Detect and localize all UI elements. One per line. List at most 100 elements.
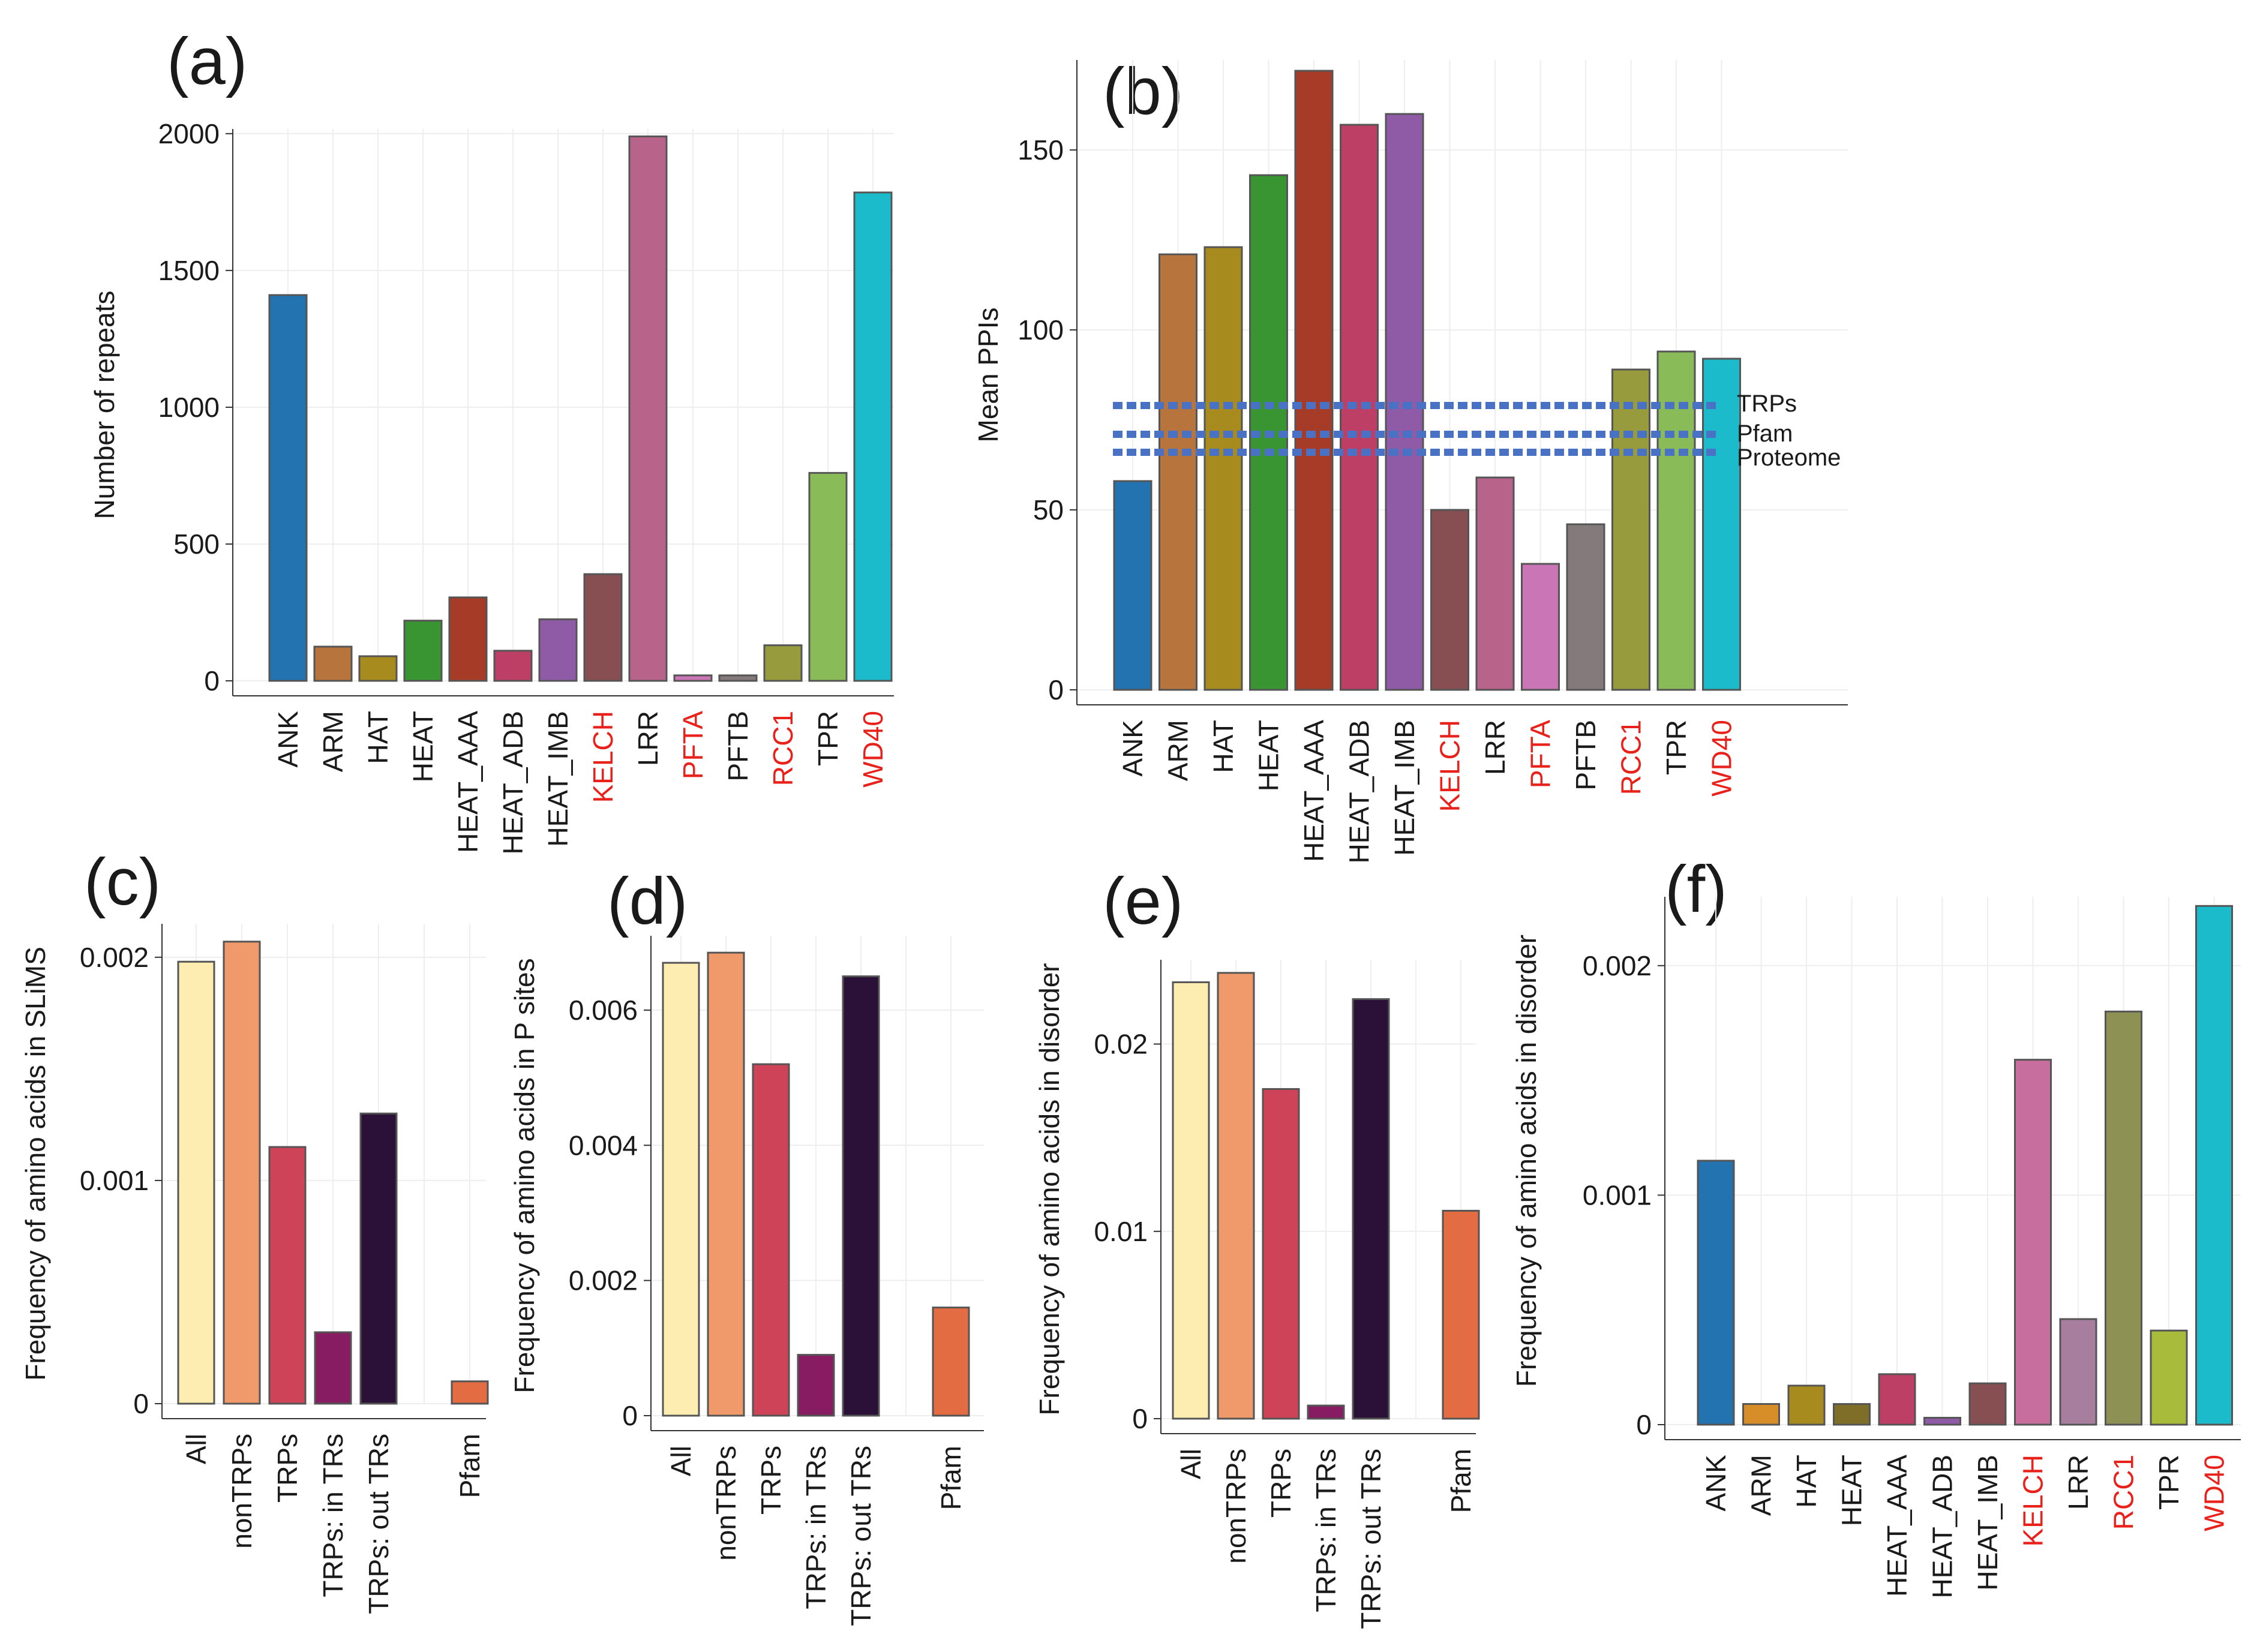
panel-a-bar-heat-imb (538, 618, 578, 682)
panel-a-x-tick-label: ANK (272, 711, 304, 768)
panel-f-x-tick-label: LRR (2063, 1455, 2094, 1510)
panel-c-x-tick-label: TRPs: in TRs (317, 1434, 349, 1597)
panel-c-bar-trps-out-trs (359, 1112, 398, 1405)
panel-f-plot: 0 0.001 0.002 Frequency of amino acids in d… (1511, 897, 2241, 1598)
panel-b-bar-hat (1203, 246, 1243, 691)
panel-a-x-tick-label: HEAT_ADB (497, 711, 529, 854)
panel-f-bar-kelch (2014, 1059, 2052, 1426)
panel-d-y-tick-label: 0.002 (569, 1265, 638, 1296)
panel-a-y-tick-label: 2000 (158, 118, 220, 149)
panel-b-reference-label-trps: TRPs (1737, 391, 1797, 417)
panel-a-x-tick-label: PFTB (722, 711, 754, 782)
panel-a-y-axis-label: Number of repeats (89, 291, 120, 519)
panel-b-bar-kelch (1430, 509, 1469, 691)
panel-f-x-tick-label: RCC1 (2108, 1455, 2139, 1530)
panel-b-x-tick-label: ANK (1117, 720, 1148, 777)
panel-b-bar-wd40 (1702, 358, 1741, 691)
panel-f-label: (f) (1665, 852, 1727, 926)
panel-d-bar-trps (752, 1063, 790, 1417)
panel-b-y-axis-label: Mean PPIs (973, 308, 1004, 443)
panel-b-bar-heat-adb (1340, 124, 1379, 691)
panel-a-bar-ank (268, 294, 308, 682)
panel-b-bar-arm (1158, 253, 1197, 691)
panel-d-y-tick-label: 0.006 (569, 995, 638, 1026)
panel-e-label: (e) (1103, 864, 1183, 938)
panel-a-x-tick-label: KELCH (587, 711, 619, 803)
panel-c-x-tick-label: All (181, 1434, 212, 1464)
panel-c-x-tick-label: TRPs (272, 1434, 303, 1503)
panel-b-bar-ank (1113, 480, 1152, 691)
panel-d-x-tick-label: nonTRPs (710, 1446, 742, 1561)
panel-a-bar-kelch (583, 573, 623, 682)
panel-d-x-tick-label: TRPs: out TRs (845, 1446, 877, 1626)
panel-c-y-tick-label: 0.002 (80, 942, 149, 973)
panel-e-x-tick-label: nonTRPs (1220, 1449, 1251, 1564)
panel-a-x-tick-label: LRR (632, 711, 664, 766)
panel-b-x-tick-label: LRR (1479, 720, 1511, 775)
panel-d-bar-trps-in-trs (797, 1354, 835, 1417)
panel-e-bar-nontrps (1217, 972, 1255, 1420)
panel-e-bar-trps-out-trs (1352, 998, 1390, 1420)
panel-b-bar-pftb (1566, 523, 1605, 691)
panel-f-x-tick-label: KELCH (2018, 1455, 2049, 1546)
panel-f-y-tick-label: 0.001 (1583, 1179, 1652, 1211)
panel-b-reference-label-pfam: Pfam (1737, 420, 1793, 447)
panel-b-x-tick-label: PFTB (1570, 720, 1601, 791)
panel-e-y-axis-label: Frequency of amino acids in disorder (1034, 963, 1065, 1415)
panel-b-bar-rcc1 (1611, 368, 1650, 691)
panel-b-plot: 0 50 100 150 Mean PPIs ANK ARM HAT HEAT HEAT_AAA H… (973, 60, 1848, 863)
panel-b-x-tick-label: HAT (1208, 720, 1239, 773)
panel-d-y-tick-label: 0 (622, 1400, 638, 1431)
panel-f-x-tick-label: ANK (1700, 1455, 1731, 1512)
panel-a-bar-rcc1 (763, 644, 803, 682)
panel-f-y-axis-label: Frequency of amino acids in disorder (1511, 935, 1542, 1387)
panel-d-bar-pfam (932, 1306, 970, 1417)
panel-a-x-tick-label: RCC1 (767, 711, 799, 786)
panel-e-bar-trps (1262, 1088, 1300, 1420)
panel-e-x-tick-label: TRPs: in TRs (1310, 1449, 1341, 1612)
panel-b-x-tick-label: PFTA (1525, 720, 1556, 788)
panel-b-x-tick-label: HEAT_ADB (1344, 720, 1375, 863)
panel-a-x-tick-label: HEAT_AAA (452, 711, 484, 853)
panel-f-x-tick-label: TPR (2153, 1455, 2184, 1510)
panel-e-x-tick-label: Pfam (1445, 1449, 1476, 1513)
panel-d-x-tick-label: TRPs (755, 1446, 787, 1515)
panel-f-x-tick-label: HEAT_IMB (1972, 1455, 2003, 1591)
panel-c-y-axis-label: Frequency of amino acids in SLiMS (20, 947, 51, 1381)
panel-f-x-tick-label: HEAT_ADB (1927, 1455, 1958, 1598)
panel-d-x-tick-label: All (665, 1446, 697, 1476)
panel-f-x-tick-label: HEAT (1836, 1455, 1868, 1526)
panel-a-plot: 0 500 1000 1500 2000 Number of repeats ANK ARM H… (89, 118, 894, 854)
panel-a-bar-wd40 (853, 191, 893, 682)
panel-a-y-tick-label: 1500 (158, 255, 220, 286)
panel-a-bar-heat-adb (493, 650, 533, 682)
panel-c-x-tick-label: nonTRPs (226, 1434, 257, 1549)
panel-f-x-tick-label: HEAT_AAA (1881, 1455, 1913, 1597)
panel-a-x-tick-label: ARM (317, 711, 349, 772)
panel-a-x-tick-label: HEAT_IMB (542, 711, 574, 847)
panel-a-bar-hat (358, 655, 398, 682)
panel-b-bar-pfta (1521, 563, 1560, 691)
panel-f-bar-tpr (2150, 1329, 2188, 1426)
panel-b-reference-label-proteome: Proteome (1737, 444, 1841, 471)
panel-b-x-tick-label: RCC1 (1616, 720, 1647, 795)
panel-e-y-tick-label: 0.02 (1094, 1029, 1148, 1060)
panel-c-plot: 0 0.001 0.002 Frequency of amino acids in S… (20, 924, 489, 1614)
panel-a-y-tick-label: 1000 (158, 392, 220, 423)
panel-f-x-tick-label: ARM (1746, 1455, 1777, 1516)
panel-a-bar-heat (403, 620, 443, 682)
panel-e-bar-pfam (1442, 1209, 1480, 1420)
panel-b-x-tick-label: ARM (1163, 720, 1194, 781)
panel-a-bar-lrr (628, 135, 668, 682)
panel-f-bar-rcc1 (2105, 1010, 2142, 1426)
panel-f-bar-heat-aaa (1878, 1373, 1916, 1426)
panel-c-bar-trps (268, 1146, 307, 1405)
panel-f-bar-heat-imb (1968, 1382, 2007, 1426)
panel-a-x-tick-label: WD40 (857, 711, 889, 788)
panel-d-bar-nontrps (707, 951, 745, 1417)
panel-f-x-tick-label: HAT (1791, 1455, 1822, 1508)
panel-e-x-tick-label: All (1175, 1449, 1206, 1479)
panel-f-x-tick-label: WD40 (2199, 1455, 2230, 1531)
panel-d-y-tick-label: 0.004 (569, 1130, 638, 1161)
